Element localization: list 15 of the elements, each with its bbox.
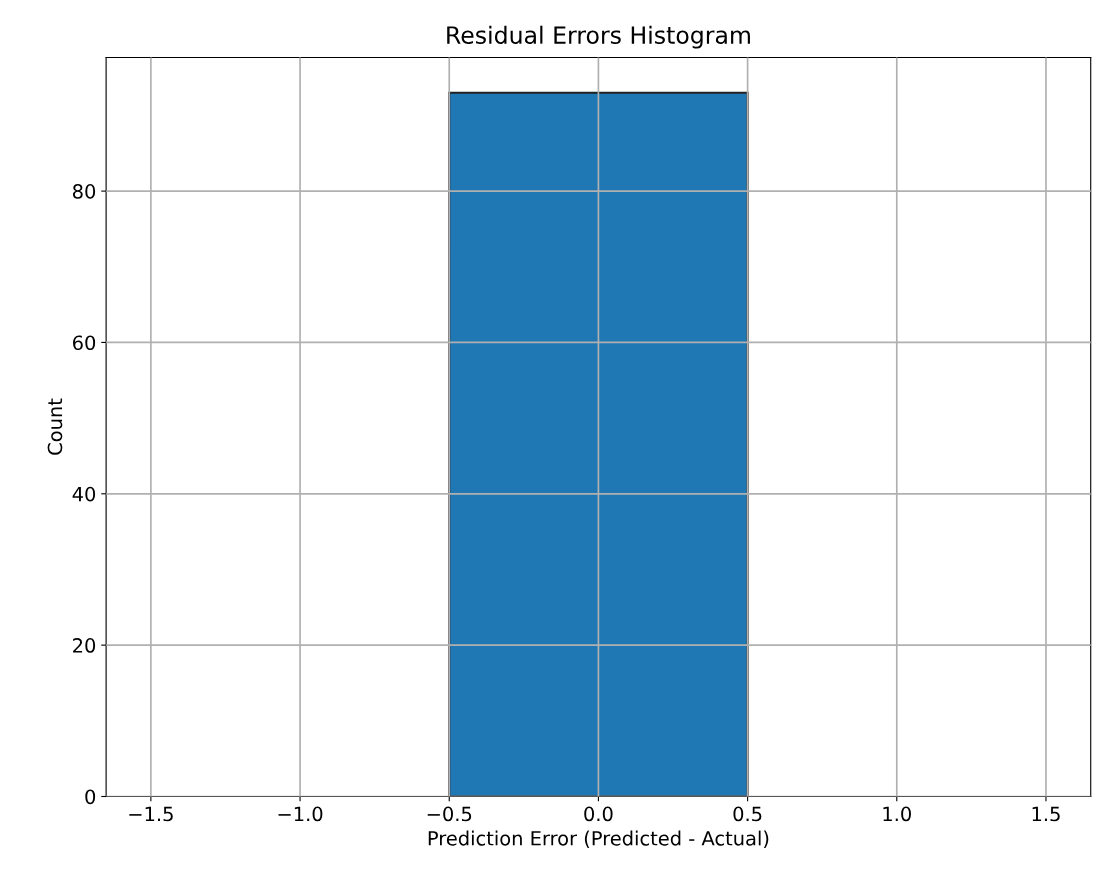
y-tick-label: 0 (85, 789, 96, 805)
y-tick-label: 20 (73, 638, 96, 653)
x-tick-label: −0.5 (427, 806, 472, 822)
x-tick-label: 0.0 (584, 806, 613, 822)
x-tick-label: 0.5 (733, 806, 762, 822)
y-tick-label: 60 (73, 335, 96, 351)
y-tick-label: 40 (72, 486, 96, 502)
x-axis-title: Prediction Error (Predicted - Actual) (428, 830, 769, 848)
x-tick-label: 1.0 (883, 806, 911, 822)
x-tick-label: −1.5 (129, 806, 173, 822)
y-tick-label: 80 (72, 184, 96, 199)
x-tick-label: 1.5 (1032, 806, 1060, 822)
chart-title: Residual Errors Histogram (447, 25, 750, 49)
x-tick-label: −1.0 (278, 806, 323, 822)
y-axis-title: Count (47, 398, 63, 455)
